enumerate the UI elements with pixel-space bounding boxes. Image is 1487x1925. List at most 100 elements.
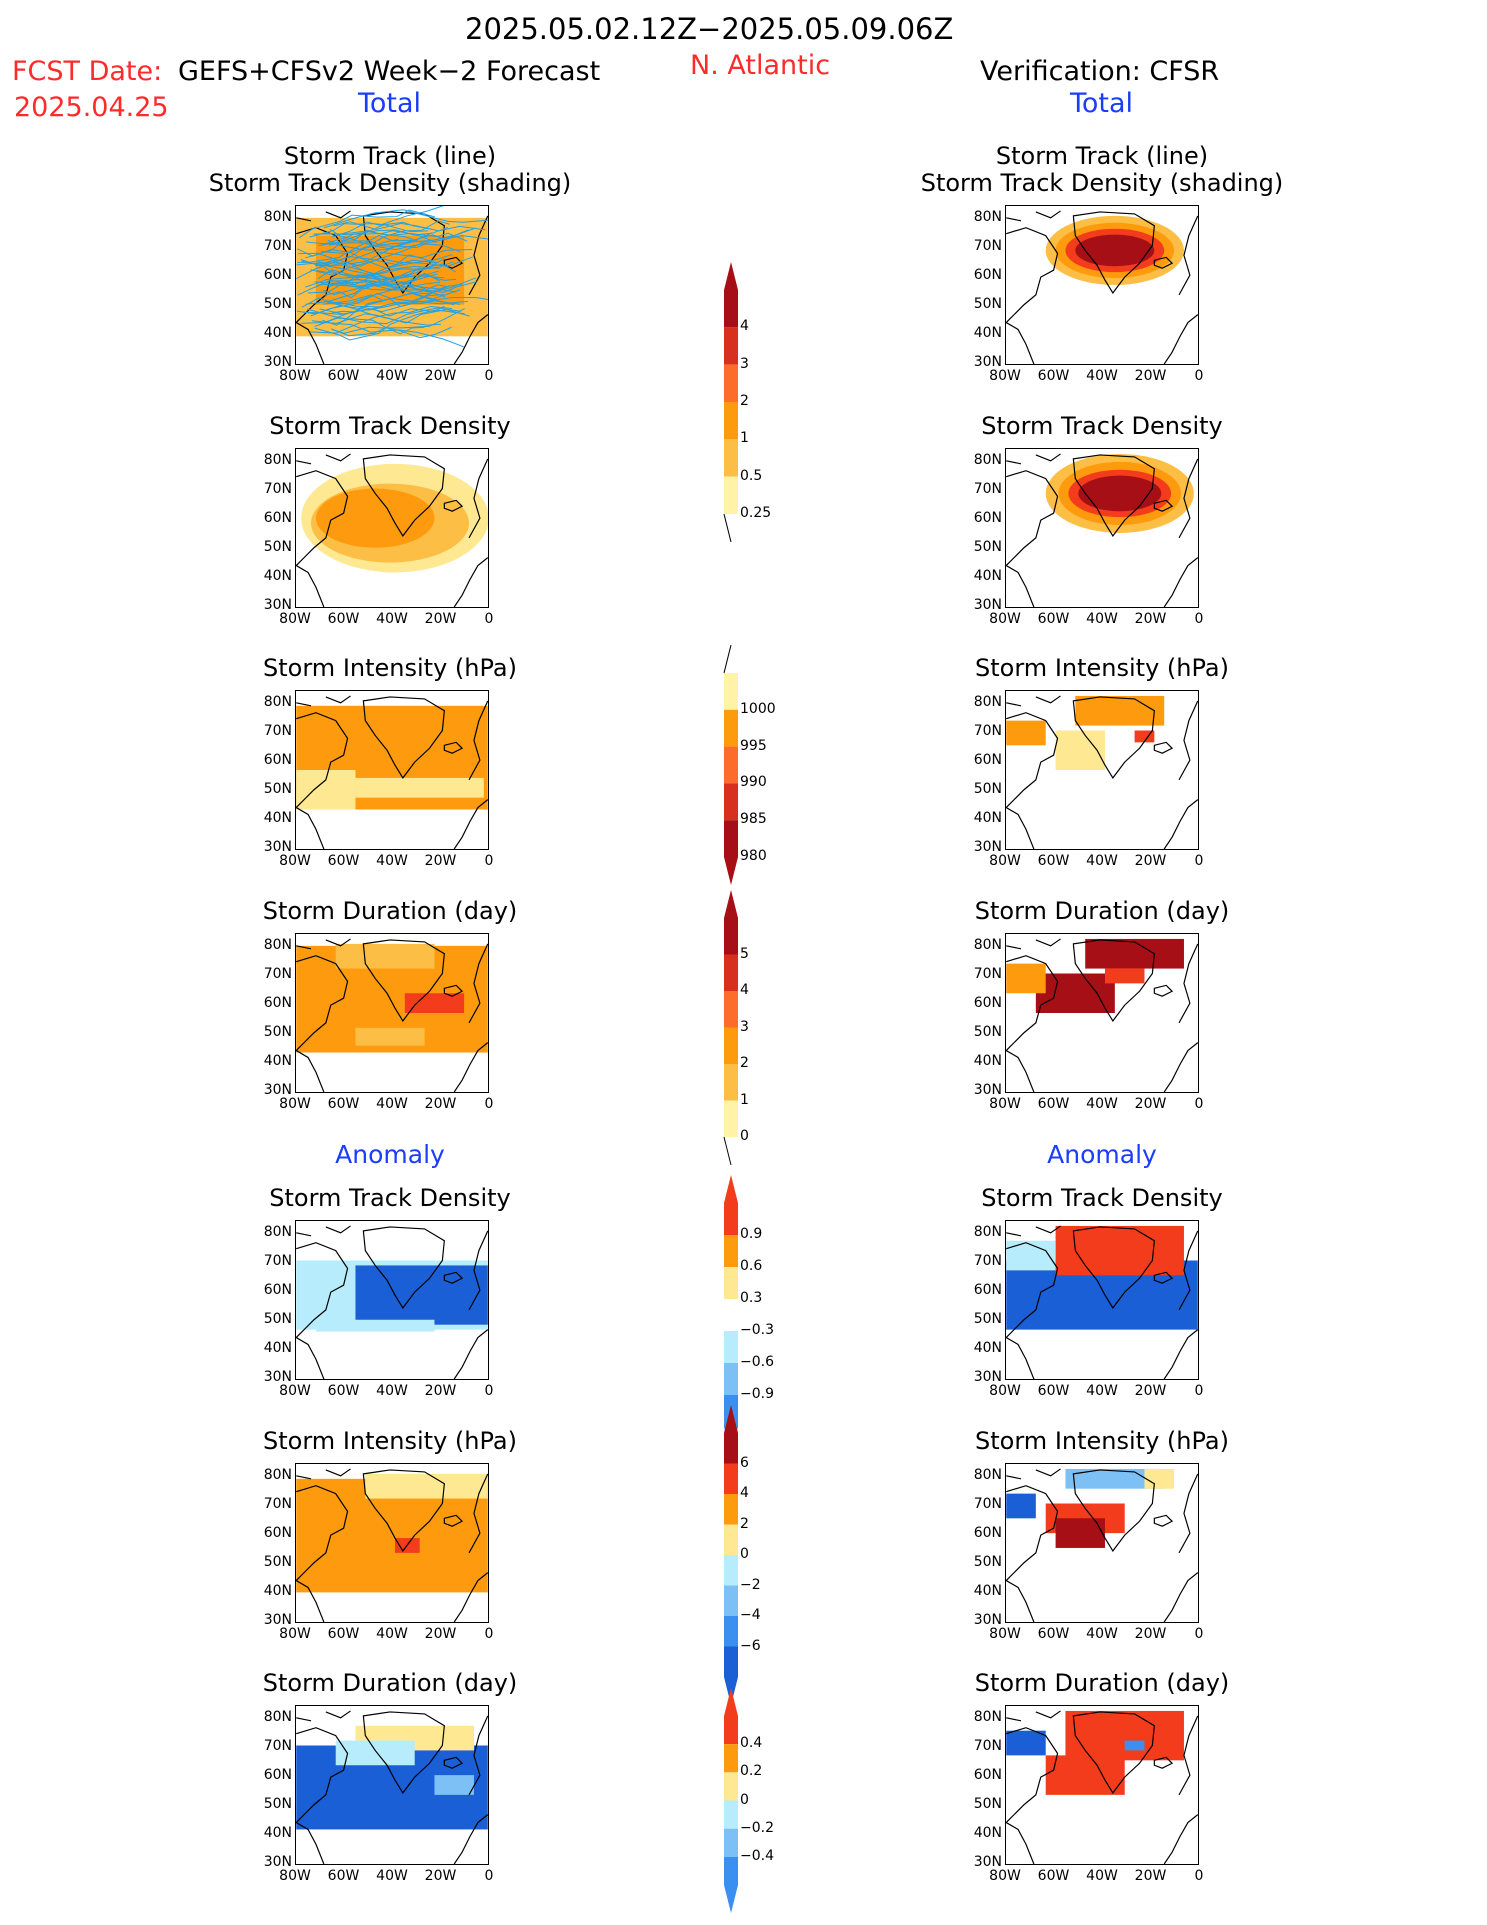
colorbar-tail [723,645,732,674]
coastline [1178,215,1198,296]
anomaly-right-label: Anomaly [1047,1140,1157,1169]
storm-track-line [314,309,465,341]
lon-label: 60W [327,1383,360,1399]
lat-label: 50N [263,539,292,555]
coastline [1072,1711,1155,1794]
lon-label: 20W [424,1383,457,1399]
colorbar-segment [724,820,738,857]
coastline [1006,1242,1059,1338]
lat-label: 50N [263,296,292,312]
map-panel-L4 [295,933,489,1093]
coastline [1035,1710,1061,1719]
coastline [1006,945,1022,950]
storm-track-line [305,272,441,305]
lon-label: 60W [1037,1626,1070,1642]
coastline [453,1042,488,1092]
coastline [296,470,349,566]
storm-track-line [310,285,450,317]
lat-label: 30N [263,354,292,370]
panel-title: Storm Intensity (hPa) [263,654,517,682]
lon-label: 20W [424,1096,457,1112]
lon-label: 0 [1194,1626,1204,1642]
shading-cell [1055,1518,1105,1548]
coastline [1178,1715,1198,1796]
panel-title: Storm Duration (day) [262,897,518,925]
density-blob [1078,475,1162,512]
coastline [325,938,351,947]
map-panel-L6 [295,1463,489,1623]
panel-title: Storm Track Density [269,412,511,440]
colorbar-segment [724,1331,738,1363]
storm-track-line [301,297,441,326]
lat-label: 50N [973,1554,1002,1570]
coastline [1072,1226,1155,1309]
shading-cell [434,1775,474,1795]
coastline [296,1822,325,1864]
lat-label: 80N [973,1467,1002,1483]
lat-label: 40N [263,325,292,341]
coastline [443,256,464,269]
coastline [325,695,351,704]
colorbar-label: 980 [740,848,767,864]
lon-label: 40W [376,1096,408,1112]
lon-label: 80W [279,1626,311,1642]
shading-cell [355,777,484,798]
colorbar-segment [724,290,738,328]
colorbar-label: 0.5 [740,467,763,484]
lat-label: 70N [263,481,292,497]
coastline [453,799,488,849]
lon-label: 60W [327,1868,360,1884]
lat-label: 50N [973,1024,1002,1040]
lon-label: 60W [327,1626,360,1642]
storm-track-line [298,238,399,261]
colorbar-segment [724,673,738,710]
lon-label: 0 [1194,1868,1204,1884]
lon-label: 0 [1194,1096,1204,1112]
lon-label: 40W [1086,368,1118,384]
storm-track-line [331,326,452,339]
lat-label: 30N [263,1082,292,1098]
lat-label: 80N [263,1467,292,1483]
coastline [296,1727,349,1823]
lat-label: 80N [263,1224,292,1240]
lat-label: 70N [973,723,1002,739]
shading-cell [335,943,435,969]
panel-title: Storm Track Density (shading) [208,169,572,197]
colorbar-anom_intensity: 6 4 2 0 −2 −4 −6 [720,1405,770,1705]
lat-label: 60N [973,510,1002,526]
lat-label: 70N [973,966,1002,982]
colorbar-segment [724,746,738,784]
coastline [1006,712,1059,808]
lat-label: 70N [973,1253,1002,1269]
panel-title: Storm Intensity (hPa) [975,654,1229,682]
coastline [362,696,445,779]
lon-label: 80W [279,1096,311,1112]
coastline [1006,1337,1035,1379]
lon-label: 40W [1086,853,1118,869]
coastline [296,217,312,222]
coastline [453,314,488,364]
lon-label: 80W [279,1868,311,1884]
lon-label: 80W [989,368,1021,384]
coastline [1163,1042,1198,1092]
lat-label: 80N [973,209,1002,225]
coastline [443,741,464,754]
lon-label: 20W [424,1626,457,1642]
coastline [1072,696,1155,779]
colorbar-label: 4 [740,982,749,998]
lon-label: 0 [484,611,494,627]
lat-label: 80N [973,1224,1002,1240]
lat-label: 50N [973,296,1002,312]
colorbar-label: −0.6 [740,1354,774,1370]
panel-title: Storm Intensity (hPa) [975,1427,1229,1455]
colorbar-segment [724,1064,738,1101]
coastline [296,807,325,849]
coastline [1035,453,1061,462]
coastline [1178,943,1198,1024]
storm-track-line [323,209,488,229]
colorbar-segment [724,1524,738,1555]
coastline [1153,256,1174,269]
lat-label: 40N [263,1583,292,1599]
lon-label: 0 [1194,611,1204,627]
storm-track-line [314,317,425,335]
